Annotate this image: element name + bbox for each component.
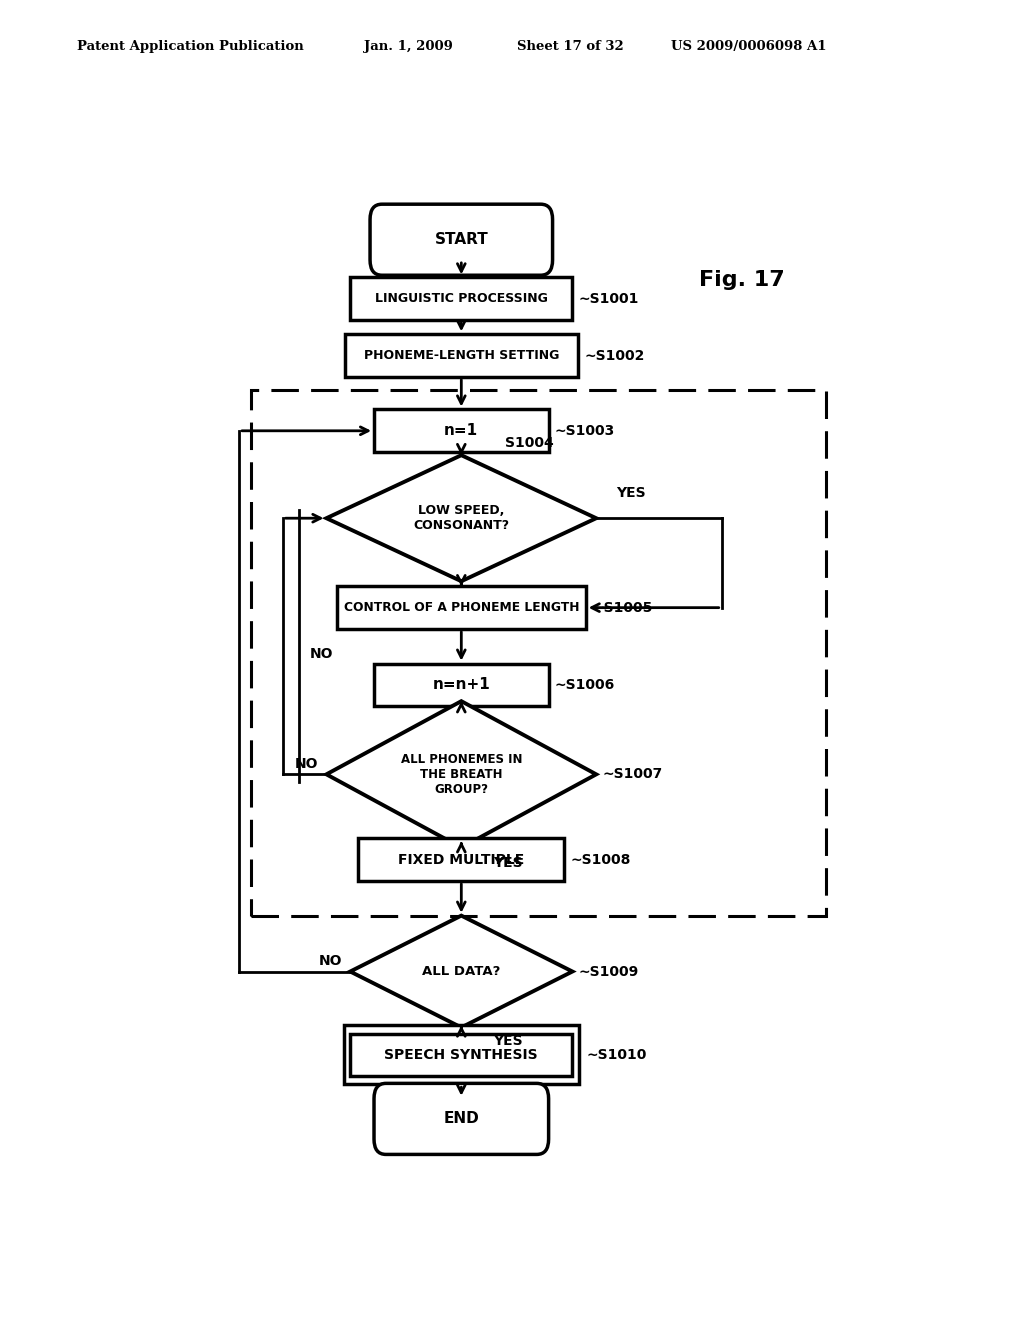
Text: ∼S1010: ∼S1010 [587,1048,647,1061]
Text: ∼S1009: ∼S1009 [579,965,639,978]
Text: ∼S1003: ∼S1003 [555,424,615,438]
Text: Patent Application Publication: Patent Application Publication [77,40,303,53]
Polygon shape [327,455,596,581]
Text: YES: YES [616,486,646,500]
Polygon shape [327,701,596,847]
Text: CONTROL OF A PHONEME LENGTH: CONTROL OF A PHONEME LENGTH [344,601,579,614]
Text: ∼S1002: ∼S1002 [585,348,645,363]
Bar [251,391,826,916]
Bar [337,586,586,630]
Text: NO: NO [318,954,342,969]
Text: Sheet 17 of 32: Sheet 17 of 32 [517,40,624,53]
Text: ALL PHONEMES IN
THE BREATH
GROUP?: ALL PHONEMES IN THE BREATH GROUP? [400,752,522,796]
Bar [374,664,549,706]
Bar [350,277,572,319]
Text: ∼S1005: ∼S1005 [592,601,652,615]
Text: LINGUISTIC PROCESSING: LINGUISTIC PROCESSING [375,292,548,305]
Text: ∼S1006: ∼S1006 [555,678,615,692]
Text: NO: NO [295,758,318,771]
Text: n=n+1: n=n+1 [432,677,490,693]
Text: NO: NO [309,647,333,661]
Bar [350,1034,572,1076]
Text: END: END [443,1111,479,1126]
Polygon shape [350,916,572,1027]
Text: US 2009/0006098 A1: US 2009/0006098 A1 [671,40,826,53]
Text: Fig. 17: Fig. 17 [699,271,785,290]
Text: S1004: S1004 [505,436,554,450]
FancyBboxPatch shape [374,1084,549,1155]
Text: ∼S1001: ∼S1001 [579,292,639,306]
Text: PHONEME-LENGTH SETTING: PHONEME-LENGTH SETTING [364,348,559,362]
Text: LOW SPEED,
CONSONANT?: LOW SPEED, CONSONANT? [414,504,509,532]
Text: ALL DATA?: ALL DATA? [422,965,501,978]
Text: Jan. 1, 2009: Jan. 1, 2009 [364,40,453,53]
Bar [358,838,564,880]
Text: START: START [434,232,488,247]
Text: YES: YES [494,855,522,870]
Text: FIXED MULTIPLE: FIXED MULTIPLE [398,853,524,867]
Text: n=1: n=1 [444,424,478,438]
Text: ∼S1007: ∼S1007 [602,767,663,781]
Text: ∼S1008: ∼S1008 [570,853,631,867]
Bar [345,334,578,378]
Text: YES: YES [494,1034,522,1048]
FancyBboxPatch shape [370,205,553,276]
Bar [374,409,549,453]
Text: SPEECH SYNTHESIS: SPEECH SYNTHESIS [384,1048,539,1061]
Bar [344,1026,579,1084]
